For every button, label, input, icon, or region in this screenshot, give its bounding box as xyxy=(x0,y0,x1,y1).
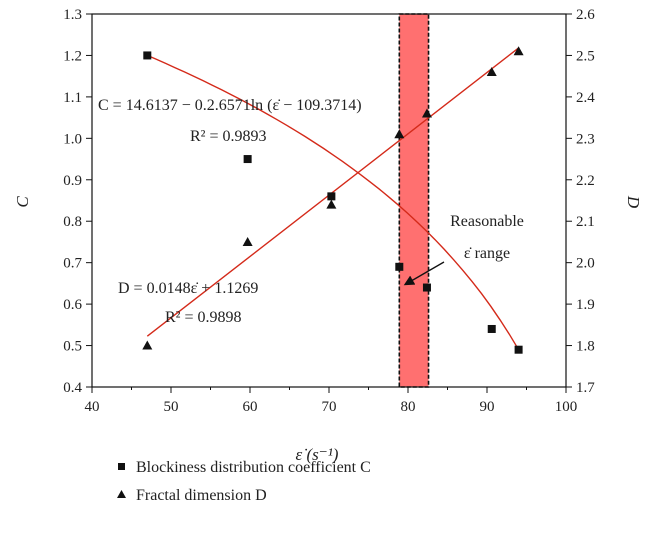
x-tick-label: 80 xyxy=(401,399,416,415)
y-left-tick-label: 0.4 xyxy=(63,380,82,396)
y-left-tick-label: 0.9 xyxy=(63,173,82,189)
data-point-c xyxy=(395,262,404,271)
y-left-tick-label: 1.1 xyxy=(63,90,82,106)
legend-marker-square xyxy=(118,463,125,470)
legend: Blockiness distribution coefficient C Fra… xyxy=(117,459,371,504)
x-tick-label: 70 xyxy=(322,399,337,415)
data-point-d xyxy=(421,108,432,118)
y-right-tick-label: 2.1 xyxy=(576,214,595,230)
band-arrow xyxy=(403,261,445,286)
y-axis-right-label: D xyxy=(624,195,643,209)
y-left-tick-label: 0.6 xyxy=(63,297,82,313)
legend-entry: Fractal dimension D xyxy=(136,487,267,504)
y-right-tick-label: 1.9 xyxy=(576,297,595,313)
fit-equation-d: D = 0.0148ε̇ + 1.1269 xyxy=(118,280,258,297)
y-right-tick-label: 2.6 xyxy=(576,7,595,23)
x-axis-label: ε̇ (s⁻¹) xyxy=(296,445,339,464)
x-tick-label: 60 xyxy=(243,399,258,415)
y-right-tick-label: 2.0 xyxy=(576,256,595,272)
y-right-tick-label: 2.2 xyxy=(576,173,595,189)
band-label-line1: Reasonable xyxy=(450,213,524,230)
legend-marker-triangle xyxy=(117,490,126,498)
x-tick-label: 40 xyxy=(85,399,100,415)
data-point-c xyxy=(487,324,496,333)
data-point-d xyxy=(394,129,405,139)
x-tick-label: 50 xyxy=(164,399,179,415)
y-axis-left-label: C xyxy=(13,196,32,208)
x-tick-label: 90 xyxy=(480,399,495,415)
fit-r2-c: R² = 0.9893 xyxy=(190,128,267,145)
fit-equation-c: C = 14.6137 − 0.2.6571ln (ε̇ − 109.3714) xyxy=(98,97,362,114)
y-left-tick-label: 0.5 xyxy=(63,339,82,355)
data-point-c xyxy=(243,155,252,164)
fit-r2-d: R² = 0.9898 xyxy=(165,309,242,326)
data-point-d xyxy=(486,67,497,77)
y-left-tick-label: 0.8 xyxy=(63,214,82,230)
data-point-c xyxy=(514,345,523,354)
fit-line-d xyxy=(146,47,520,337)
data-point-c xyxy=(143,51,152,60)
y-left-tick-label: 1.3 xyxy=(63,7,82,23)
y-left-tick-label: 0.7 xyxy=(63,256,82,272)
y-right-tick-label: 2.4 xyxy=(576,90,595,106)
legend-entry: Blockiness distribution coefficient C xyxy=(136,459,371,476)
y-right-tick-label: 1.8 xyxy=(576,339,595,355)
reasonable-range-band xyxy=(398,13,430,388)
x-tick-label: 100 xyxy=(555,399,578,415)
y-left-tick-label: 1.0 xyxy=(63,131,82,147)
y-right-tick-label: 1.7 xyxy=(576,380,595,396)
data-point-d xyxy=(513,46,524,56)
fit-line-c xyxy=(147,54,520,351)
y-right-tick-label: 2.5 xyxy=(576,48,595,64)
data-point-c xyxy=(422,283,431,292)
data-point-d xyxy=(326,199,337,209)
data-point-c xyxy=(327,192,336,201)
data-point-d xyxy=(142,340,153,350)
y-right-tick-label: 2.3 xyxy=(576,131,595,147)
y-left-tick-label: 1.2 xyxy=(63,48,82,64)
band-label-line2: ε̇ range xyxy=(464,245,510,262)
data-point-d xyxy=(242,236,253,246)
